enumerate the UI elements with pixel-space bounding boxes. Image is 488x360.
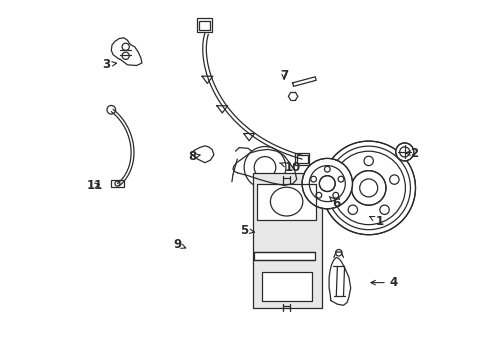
Circle shape (315, 192, 321, 198)
Circle shape (310, 176, 316, 182)
Text: 4: 4 (370, 276, 397, 289)
Circle shape (319, 176, 335, 192)
Circle shape (389, 175, 398, 184)
Text: 10: 10 (279, 161, 301, 174)
Text: 5: 5 (240, 224, 254, 237)
Text: 11: 11 (86, 179, 102, 192)
Circle shape (122, 43, 129, 50)
Bar (197, 18, 212, 32)
Bar (253, 173, 321, 308)
Polygon shape (190, 146, 213, 163)
Circle shape (338, 175, 347, 184)
Circle shape (351, 171, 385, 205)
Polygon shape (257, 184, 316, 220)
Circle shape (122, 52, 129, 59)
Circle shape (302, 158, 352, 209)
Text: 1: 1 (369, 215, 383, 228)
Circle shape (363, 156, 373, 166)
Text: 3: 3 (102, 58, 116, 71)
Polygon shape (292, 77, 316, 86)
Circle shape (321, 141, 415, 235)
Circle shape (332, 192, 338, 198)
Polygon shape (232, 149, 296, 185)
Text: 7: 7 (280, 69, 287, 82)
Polygon shape (111, 38, 142, 66)
Bar (199, 21, 210, 30)
Circle shape (347, 205, 357, 215)
Text: 2: 2 (405, 147, 417, 159)
Circle shape (244, 147, 285, 188)
Text: 8: 8 (188, 150, 200, 163)
Bar (254, 252, 315, 260)
Bar (296, 155, 307, 163)
Polygon shape (328, 257, 350, 305)
Circle shape (107, 105, 115, 114)
Circle shape (324, 166, 329, 172)
Circle shape (395, 143, 413, 161)
Circle shape (379, 205, 388, 215)
Circle shape (335, 249, 342, 256)
Bar (111, 180, 123, 187)
Text: 6: 6 (329, 197, 340, 210)
Bar (294, 153, 309, 165)
Polygon shape (261, 272, 311, 301)
Circle shape (337, 176, 343, 182)
Text: 9: 9 (173, 238, 185, 251)
